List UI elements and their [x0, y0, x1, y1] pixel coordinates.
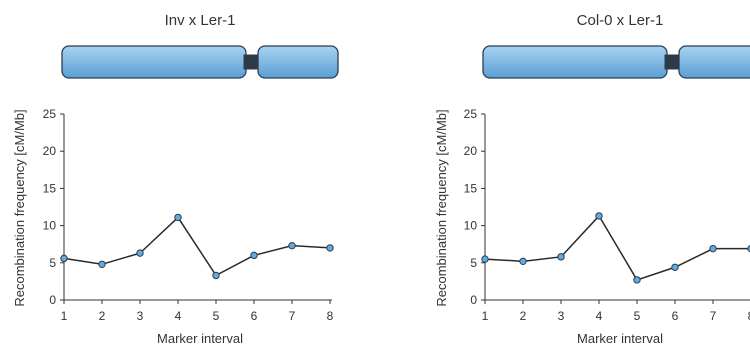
y-tick-label: 20: [43, 144, 57, 158]
data-point: [671, 263, 679, 271]
y-tick-label: 25: [43, 107, 57, 121]
x-tick-label: 8: [748, 309, 750, 323]
y-tick-label: 5: [470, 256, 477, 270]
data-point: [212, 271, 220, 280]
chart-axes: 0 5 10 15 20 25 1 2 3 4 5 6 7 8: [464, 107, 750, 323]
chromosome-left-arm: [482, 45, 668, 79]
data-point: [98, 260, 106, 268]
chart-marks: [60, 213, 334, 280]
data-point: [60, 254, 68, 263]
y-tick-label: 10: [464, 219, 478, 233]
data-point: [481, 255, 489, 263]
chromosome-right-arm: [257, 45, 339, 79]
x-tick-label: 7: [289, 309, 296, 323]
data-point: [174, 213, 182, 222]
x-tick-label: 6: [251, 309, 258, 323]
x-tick-label: 3: [137, 309, 144, 323]
x-tick-label: 4: [175, 309, 182, 323]
chromosome-ideogram: [61, 45, 339, 79]
data-point: [288, 241, 296, 250]
chromosome-left-arm: [61, 45, 247, 79]
data-point: [136, 249, 144, 257]
series-line: [63, 216, 331, 277]
series-line: [484, 214, 750, 281]
y-tick-label: 25: [464, 107, 478, 121]
x-axis-label: Marker interval: [577, 331, 663, 346]
chart-marks: [481, 212, 750, 284]
data-point: [747, 245, 750, 253]
y-tick-label: 15: [43, 181, 57, 195]
chart-title: Inv x Ler-1: [165, 12, 236, 29]
y-axis-label: Recombination frequency [cM/Mb]: [12, 109, 27, 306]
chart-panel-col-x-ler: Col-0 x Ler-1 0 5 10 15 20 25 1 2 3 4 5 6 7 8 Marker …: [434, 12, 750, 346]
chart-panel-inv-x-ler: Inv x Ler-1 0 5 10 15 20 25 1 2 3 4 5 6 7 8 Marker in…: [12, 12, 339, 346]
y-tick-label: 0: [49, 293, 56, 307]
x-tick-label: 2: [99, 309, 106, 323]
x-tick-label: 1: [482, 309, 489, 323]
x-tick-label: 5: [634, 309, 641, 323]
y-tick-label: 15: [464, 181, 478, 195]
data-point: [250, 251, 258, 260]
x-tick-label: 8: [327, 309, 334, 323]
data-point: [709, 244, 717, 253]
chromosome-right-arm: [678, 45, 750, 79]
x-tick-label: 7: [710, 309, 717, 323]
chromosome-ideogram: [482, 45, 750, 79]
x-tick-label: 3: [558, 309, 565, 323]
chart-title: Col-0 x Ler-1: [577, 12, 664, 29]
data-point: [595, 212, 603, 220]
x-tick-label: 4: [596, 309, 603, 323]
x-tick-label: 1: [61, 309, 68, 323]
y-tick-label: 5: [49, 256, 56, 270]
x-tick-label: 2: [520, 309, 527, 323]
data-point: [557, 253, 565, 261]
y-tick-label: 20: [464, 144, 478, 158]
y-tick-label: 0: [470, 293, 477, 307]
y-axis-label: Recombination frequency [cM/Mb]: [434, 109, 449, 306]
data-point: [633, 276, 641, 284]
x-axis-label: Marker interval: [157, 331, 243, 346]
data-point: [326, 244, 334, 252]
x-tick-label: 6: [672, 309, 679, 323]
y-tick-label: 10: [43, 219, 57, 233]
chart-axes: 0 5 10 15 20 25 1 2 3 4 5 6 7 8: [43, 107, 334, 323]
x-tick-label: 5: [213, 309, 220, 323]
data-point: [519, 257, 527, 266]
